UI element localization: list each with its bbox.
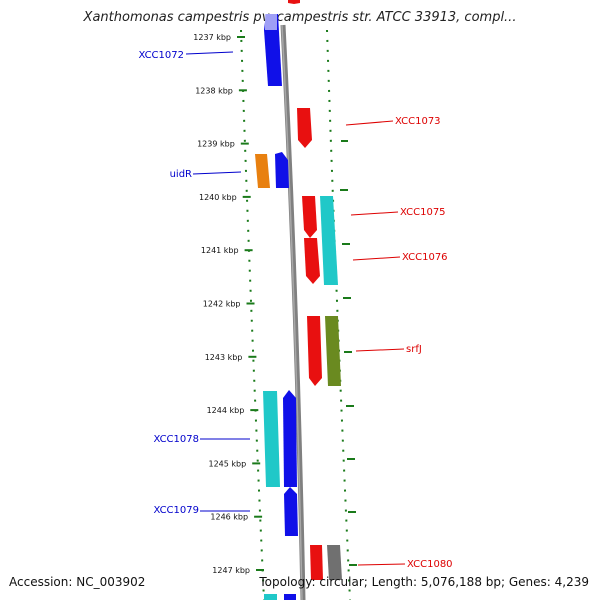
gene-label-xcc1078[interactable]: XCC1078 bbox=[153, 434, 199, 445]
gene-xcc1072[interactable] bbox=[264, 14, 282, 86]
tick-label: 1246 kbp bbox=[210, 513, 248, 522]
gene-features[interactable] bbox=[255, 0, 342, 600]
gene-blue-xcc1078-region[interactable] bbox=[283, 390, 297, 487]
gene-label-xcc1073[interactable]: XCC1073 bbox=[395, 116, 441, 127]
tick-label: 1242 kbp bbox=[203, 300, 241, 309]
tick-label: 1245 kbp bbox=[208, 459, 246, 468]
tick-label: 1239 kbp bbox=[197, 140, 235, 149]
gene-xcc1080[interactable] bbox=[310, 545, 323, 580]
leader-lines bbox=[185, 51, 406, 566]
gene-xcc1075[interactable] bbox=[302, 196, 317, 238]
tick-label: 1237 kbp bbox=[193, 33, 231, 42]
gene-label-xcc1079[interactable]: XCC1079 bbox=[153, 505, 199, 516]
genome-backbone bbox=[280, 24, 306, 600]
gene-label-uidR[interactable]: uidR bbox=[170, 169, 192, 180]
gene-bottom-partial-blue[interactable] bbox=[284, 594, 296, 600]
gene-xcc1076[interactable] bbox=[304, 238, 320, 284]
gene-uidR-orange[interactable] bbox=[255, 154, 270, 188]
gene-xcc1073[interactable] bbox=[297, 108, 312, 148]
gene-arrow-top-partial[interactable] bbox=[288, 0, 300, 4]
tick-label: 1244 kbp bbox=[207, 406, 245, 415]
gene-label-srfJ[interactable]: srfJ bbox=[406, 344, 422, 355]
gene-label-xcc1075[interactable]: XCC1075 bbox=[400, 207, 446, 218]
right-minor-ticks bbox=[340, 140, 357, 566]
gene-labels: XCC1072 uidR XCC1078 XCC1079 XCC1073 XCC… bbox=[138, 50, 452, 570]
coordinate-ticks: 1237 kbp 1238 kbp 1239 kbp 1240 kbp 1241 kbp… bbox=[193, 33, 264, 575]
gene-bottom-partial-cyan[interactable] bbox=[264, 594, 277, 600]
gene-gray[interactable] bbox=[327, 545, 342, 580]
tick-label: 1240 kbp bbox=[199, 193, 237, 202]
gene-xcc1079[interactable] bbox=[284, 487, 298, 536]
gene-red-srfJ-region[interactable] bbox=[307, 316, 322, 386]
accession-text: Accession: NC_003902 bbox=[9, 575, 146, 589]
tick-label: 1238 kbp bbox=[195, 86, 233, 95]
gene-label-xcc1080[interactable]: XCC1080 bbox=[407, 559, 453, 570]
gene-label-xcc1076[interactable]: XCC1076 bbox=[402, 252, 448, 263]
tick-label: 1241 kbp bbox=[201, 246, 239, 255]
gene-cyan-right[interactable] bbox=[320, 196, 338, 285]
summary-text: Topology: circular; Length: 5,076,188 bp… bbox=[259, 575, 589, 589]
gene-uidR[interactable] bbox=[275, 152, 289, 188]
map-title: Xanthomonas campestris pv. campestris st… bbox=[83, 10, 517, 25]
tick-label: 1247 kbp bbox=[212, 566, 250, 575]
gene-label-xcc1072[interactable]: XCC1072 bbox=[138, 50, 184, 61]
gene-srfJ[interactable] bbox=[325, 316, 341, 386]
tick-label: 1243 kbp bbox=[205, 353, 243, 362]
gene-xcc1078[interactable] bbox=[263, 391, 280, 487]
